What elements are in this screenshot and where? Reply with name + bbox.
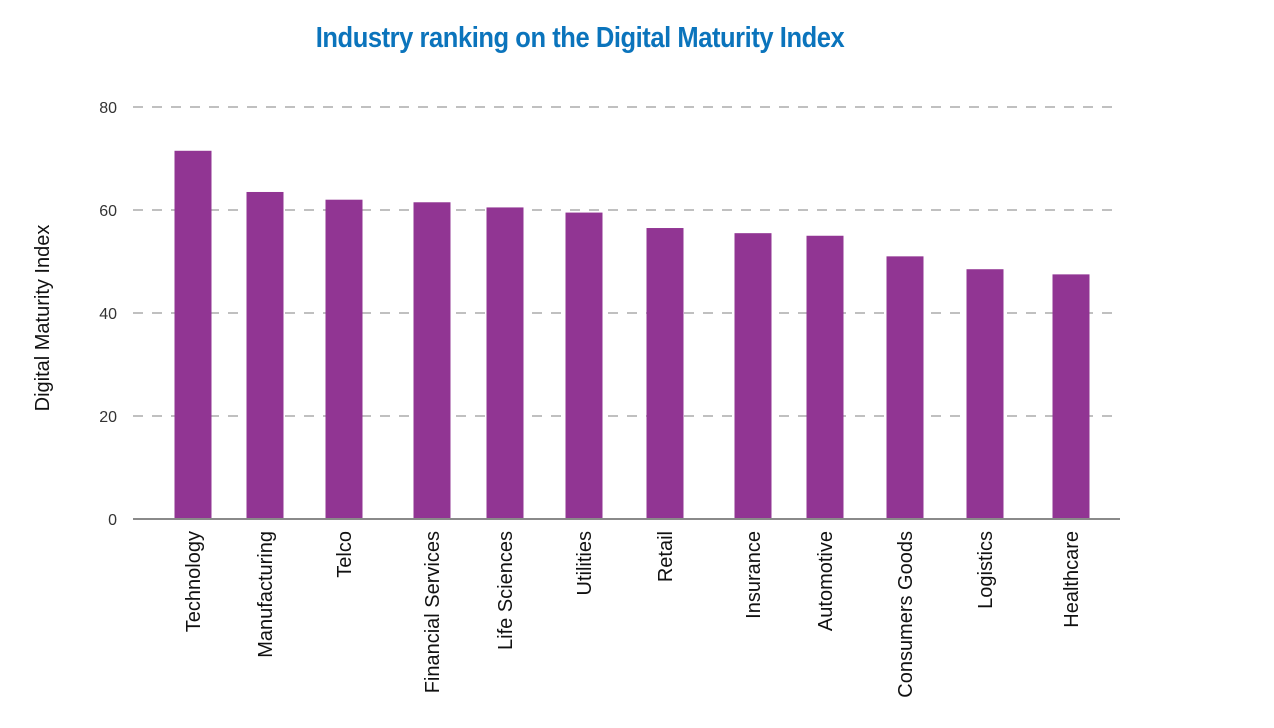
y-tick-label: 20	[99, 409, 117, 426]
x-category-label: Logistics	[975, 531, 997, 609]
x-category-label: Consumers Goods	[895, 531, 917, 698]
bars	[174, 150, 1090, 520]
y-tick-label: 0	[108, 512, 117, 529]
bar-healthcare	[1052, 274, 1090, 519]
bar-financial-services	[413, 202, 451, 519]
y-axis-title: Digital Maturity Index	[32, 225, 54, 412]
bar-telco	[325, 199, 363, 519]
x-category-label: Manufacturing	[255, 531, 277, 658]
bar-technology	[174, 150, 212, 519]
bar-life-sciences	[486, 207, 524, 520]
x-axis-category-labels: Technology Manufacturing Telco Financial Se…	[183, 531, 1083, 698]
bar-insurance	[734, 233, 772, 520]
bar-logistics	[966, 269, 1004, 519]
x-category-label: Technology	[183, 531, 205, 632]
bar-retail	[646, 228, 684, 519]
bar-utilities	[565, 212, 603, 519]
y-tick-label: 40	[99, 306, 117, 323]
x-category-label: Automotive	[815, 531, 837, 631]
chart-title: Industry ranking on the Digital Maturity…	[315, 22, 845, 54]
y-axis-ticks: 0 20 40 60 80	[99, 100, 117, 529]
bar-automotive	[806, 235, 844, 519]
x-category-label: Telco	[334, 531, 356, 578]
bar-consumers-goods	[886, 256, 924, 519]
gridlines	[133, 106, 1120, 417]
x-category-label: Financial Services	[422, 531, 444, 693]
y-tick-label: 60	[99, 203, 117, 220]
y-tick-label: 80	[99, 100, 117, 117]
x-category-label: Insurance	[743, 531, 765, 619]
x-category-label: Life Sciences	[495, 531, 517, 650]
x-category-label: Healthcare	[1061, 531, 1083, 628]
x-category-label: Retail	[655, 531, 677, 582]
x-category-label: Utilities	[574, 531, 596, 595]
bar-manufacturing	[246, 191, 284, 519]
